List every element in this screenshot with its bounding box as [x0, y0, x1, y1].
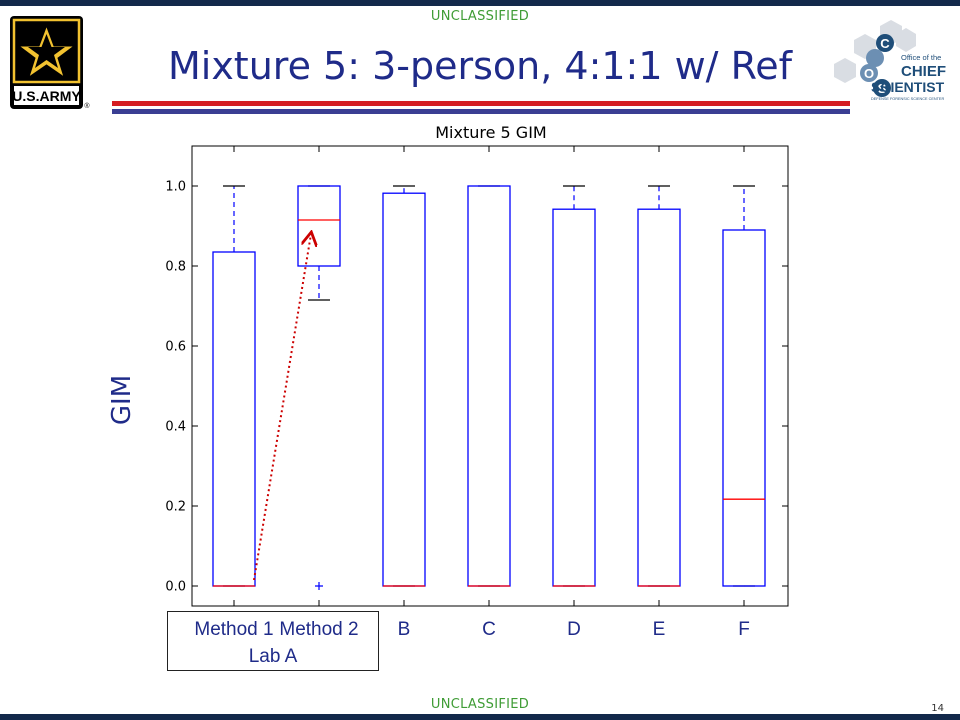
iqr-box	[212, 251, 256, 587]
x-category-label: F	[738, 619, 750, 640]
box-d	[552, 185, 596, 587]
y-tick-label: 0.4	[165, 420, 186, 435]
x-category-label: B	[398, 619, 411, 640]
iqr-box	[722, 229, 766, 587]
box-b	[382, 185, 426, 587]
army-logo-text: U.S.ARMY	[12, 88, 81, 104]
iqr-box	[382, 192, 426, 587]
lab-a-group-box	[167, 611, 379, 671]
svg-text:®: ®	[84, 102, 90, 110]
plot-area-frame	[191, 145, 789, 607]
x-category-label: E	[653, 619, 666, 640]
annotation-arrow	[253, 234, 311, 581]
x-category-label: D	[567, 619, 581, 640]
outlier-marker	[315, 582, 323, 590]
svg-text:Office of the: Office of the	[901, 53, 941, 62]
top-border	[0, 0, 960, 6]
x-category-label: Method 1	[194, 619, 273, 640]
svg-text:SCIENTIST: SCIENTIST	[871, 79, 945, 95]
box-e	[637, 185, 681, 587]
box-c	[467, 185, 511, 587]
iqr-box	[552, 208, 596, 587]
iqr-box	[467, 185, 511, 587]
chart-title: Mixture 5 GIM	[435, 123, 546, 142]
classification-top: UNCLASSIFIED	[430, 9, 530, 24]
svg-text:DEFENSE FORENSIC SCIENCE CENTE: DEFENSE FORENSIC SCIENCE CENTER	[871, 97, 944, 101]
svg-text:CHIEF: CHIEF	[901, 63, 946, 80]
iqr-box	[637, 208, 681, 587]
y-tick-label: 0.6	[165, 340, 186, 355]
title-rule-blue	[112, 109, 850, 114]
title-rule-red	[112, 101, 850, 106]
page-number: 14	[931, 703, 944, 714]
x-category-label: C	[482, 619, 496, 640]
y-tick-label: 0.8	[165, 260, 186, 275]
y-tick-label: 1.0	[165, 180, 186, 195]
y-axis-label: GIM	[107, 375, 137, 425]
y-tick-label: 0.2	[165, 500, 186, 515]
x-category-label: Method 2	[279, 619, 358, 640]
classification-bottom: UNCLASSIFIED	[430, 697, 530, 712]
svg-text:O: O	[864, 66, 874, 81]
slide-title: Mixture 5: 3-person, 4:1:1 w/ Ref	[167, 44, 793, 88]
y-tick-label: 0.0	[165, 580, 186, 595]
ocs-logo: C O S Office of the CHIEF SCIENTIST DEFE…	[834, 20, 946, 101]
iqr-box	[297, 185, 341, 267]
svg-text:C: C	[880, 36, 890, 51]
group-label: Lab A	[248, 646, 298, 667]
us-army-logo: U.S.ARMY ®	[10, 16, 90, 110]
svg-text:S: S	[878, 81, 887, 96]
bottom-border	[0, 714, 960, 720]
box-method-2	[297, 185, 341, 590]
box-method-1	[212, 185, 256, 587]
box-f	[722, 185, 766, 587]
